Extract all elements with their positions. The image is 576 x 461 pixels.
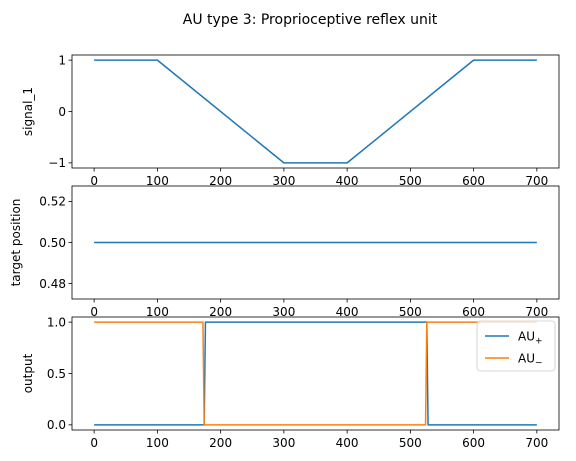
y-tick-label: 0.0 bbox=[47, 418, 66, 432]
x-tick-label: 400 bbox=[336, 305, 359, 319]
x-tick-label: 700 bbox=[525, 305, 548, 319]
x-tick-label: 100 bbox=[146, 436, 169, 450]
subplots: 0 100 200 300 400 500 600 700 −1 0 1 signal_1 0 100 20… bbox=[9, 53, 560, 450]
subplot-2: 0 100 200 300 400 500 600 700 0.48 0.50 0.52 target… bbox=[9, 185, 560, 319]
y-tick-label: 0.50 bbox=[39, 236, 66, 250]
x-tick-label: 700 bbox=[525, 436, 548, 450]
legend: AU+ AU− bbox=[476, 320, 556, 372]
x-tick-label: 200 bbox=[209, 305, 232, 319]
y-axis-label: output bbox=[21, 353, 35, 393]
subplot-1: 0 100 200 300 400 500 600 700 −1 0 1 signal_1 bbox=[21, 53, 560, 188]
x-tick-label: 300 bbox=[272, 174, 295, 188]
axes-frame bbox=[71, 54, 560, 169]
legend-label: AU− bbox=[518, 352, 543, 369]
x-tick-label: 200 bbox=[209, 174, 232, 188]
series-line-1 bbox=[94, 59, 537, 164]
x-tick-label: 600 bbox=[462, 174, 485, 188]
legend-label: AU+ bbox=[518, 330, 543, 347]
y-tick-label: 0.52 bbox=[39, 195, 66, 209]
figure-title: AU type 3: Proprioceptive reflex unit bbox=[183, 12, 438, 28]
subplot-3: 0 100 200 300 400 500 600 700 0.0 0.5 1.0 output AU+… bbox=[21, 315, 560, 450]
x-tick-label: 500 bbox=[399, 436, 422, 450]
y-axis-label: target position bbox=[9, 199, 23, 287]
series-line-1 bbox=[94, 321, 537, 426]
y-tick-label: 0 bbox=[58, 105, 66, 119]
series-line-2 bbox=[94, 321, 537, 426]
legend-box bbox=[476, 320, 556, 372]
x-tick-label: 0 bbox=[90, 436, 98, 450]
x-tick-label: 100 bbox=[146, 174, 169, 188]
x-tick-label: 400 bbox=[336, 436, 359, 450]
x-tick-label: 200 bbox=[209, 436, 232, 450]
y-tick-label: 0.5 bbox=[47, 367, 66, 381]
x-tick-label: 0 bbox=[90, 174, 98, 188]
x-tick-label: 300 bbox=[272, 436, 295, 450]
x-tick-label: 300 bbox=[272, 305, 295, 319]
x-tick-label: 700 bbox=[525, 174, 548, 188]
x-tick-label: 500 bbox=[399, 174, 422, 188]
y-tick-label: 1.0 bbox=[47, 315, 66, 329]
y-tick-label: 1 bbox=[58, 53, 66, 67]
x-tick-label: 400 bbox=[336, 174, 359, 188]
y-tick-label: −1 bbox=[48, 156, 66, 170]
x-tick-label: 600 bbox=[462, 436, 485, 450]
x-tick-label: 100 bbox=[146, 305, 169, 319]
x-tick-label: 0 bbox=[90, 305, 98, 319]
y-axis-label: signal_1 bbox=[21, 87, 35, 136]
x-tick-label: 600 bbox=[462, 305, 485, 319]
y-tick-label: 0.48 bbox=[39, 277, 66, 291]
x-tick-label: 500 bbox=[399, 305, 422, 319]
